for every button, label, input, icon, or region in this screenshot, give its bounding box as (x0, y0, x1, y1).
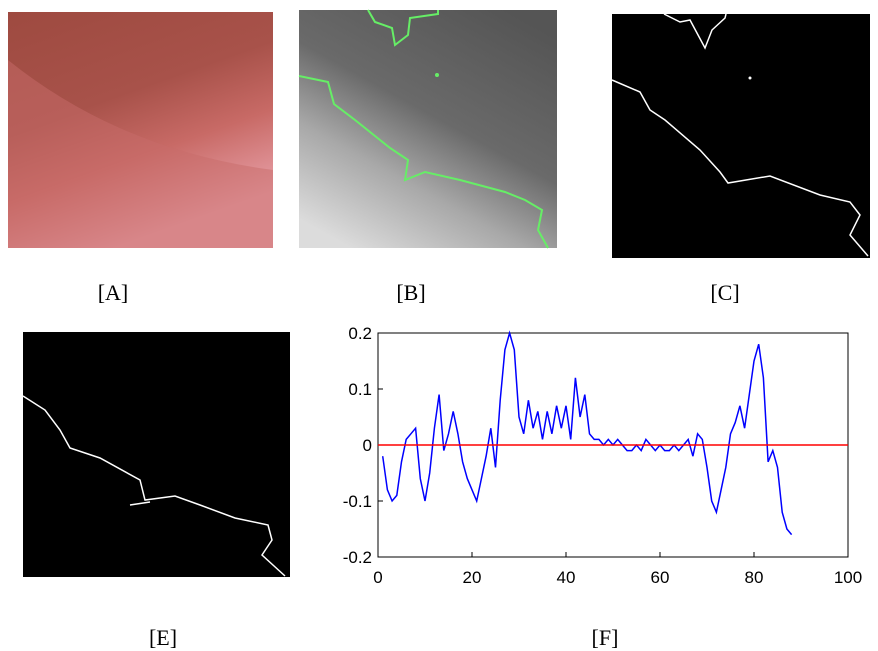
data-line (381, 330, 793, 536)
panel-label: [B] (396, 280, 425, 305)
y-tick-label: -0.2 (343, 548, 372, 567)
x-tick-label: 0 (373, 568, 382, 587)
image-c (611, 13, 870, 258)
panel-label: [E] (149, 625, 177, 650)
y-tick-label: -0.1 (343, 492, 372, 511)
image-a (8, 12, 273, 248)
x-tick-label: 80 (745, 568, 764, 587)
x-tick-label: 20 (463, 568, 482, 587)
x-tick-label: 40 (557, 568, 576, 587)
panel-label: [A] (98, 280, 129, 305)
image-e (22, 332, 290, 577)
image-b (298, 9, 557, 249)
x-tick-label: 100 (834, 568, 862, 587)
panel-label: [C] (710, 280, 739, 305)
panel-label: [F] (592, 625, 619, 650)
y-tick-label: 0.1 (348, 380, 372, 399)
y-tick-label: 0.2 (348, 324, 372, 343)
y-tick-label: 0 (363, 436, 372, 455)
x-tick-label: 60 (651, 568, 670, 587)
